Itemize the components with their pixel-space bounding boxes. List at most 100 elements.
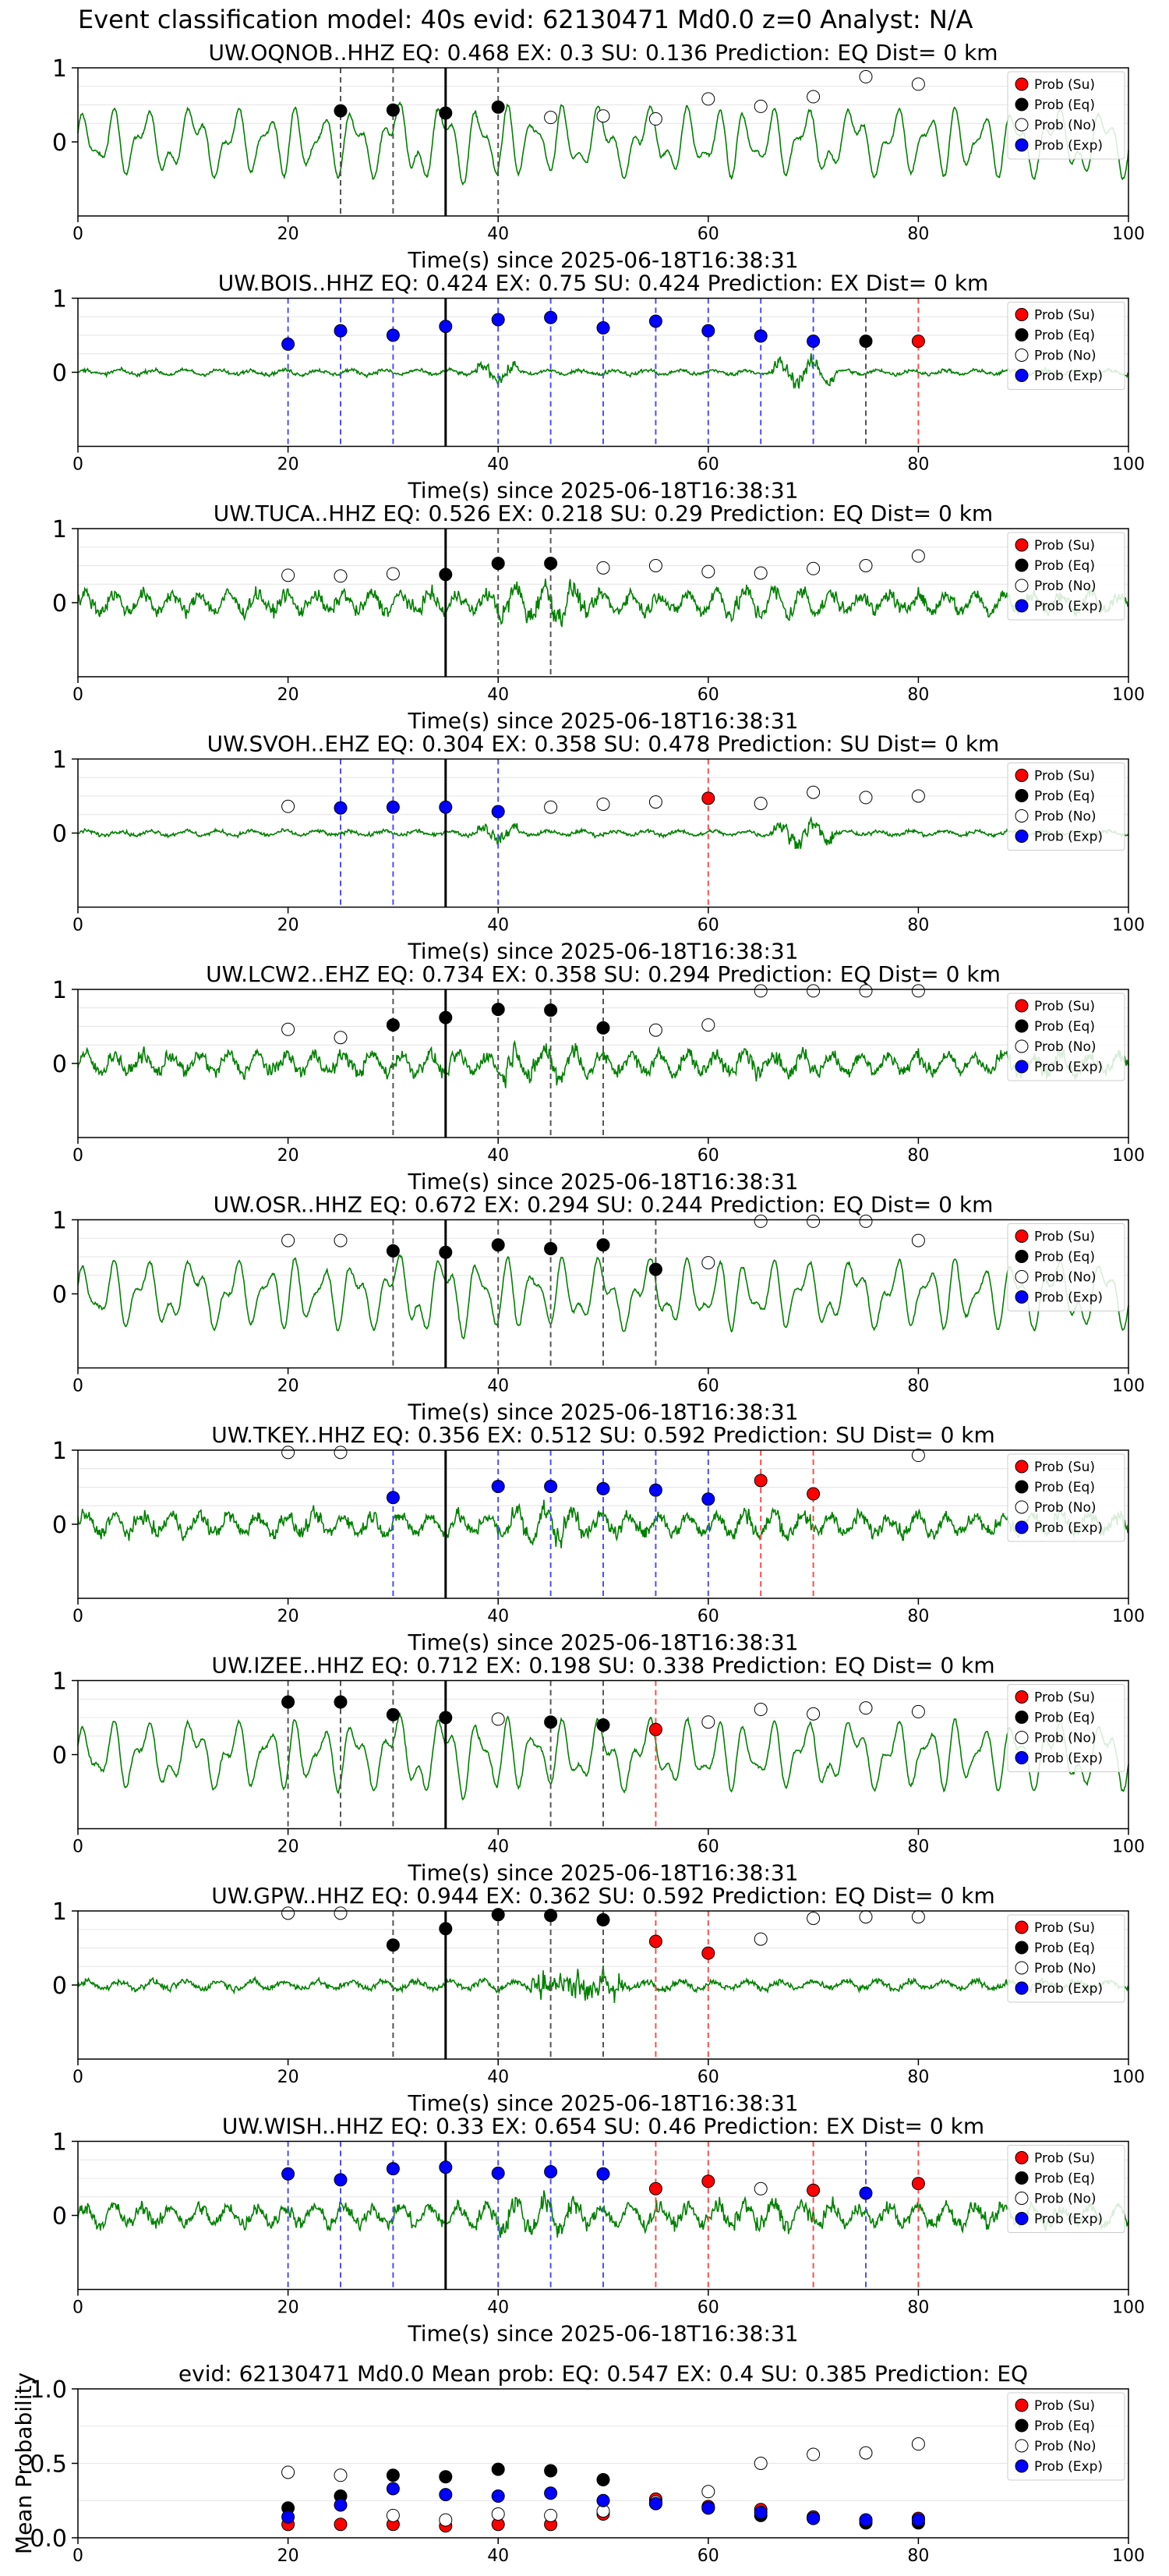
panel-7-point-9: [807, 1487, 821, 1501]
panel-3-point-0: [281, 568, 295, 582]
panel-7-title: UW.TKEY..HHZ EQ: 0.356 EX: 0.512 SU: 0.5…: [211, 1422, 995, 1448]
panel-10-xtick-label-3: 60: [698, 2298, 719, 2318]
panel-11-point-eq-5: [544, 2464, 558, 2478]
panel-1-xtick-label-4: 80: [907, 225, 929, 244]
panel-3-point-10: [807, 561, 821, 575]
panel-6-title: UW.OSR..HHZ EQ: 0.672 EX: 0.294 SU: 0.24…: [214, 1192, 994, 1218]
panel-11-xtick-label-5: 100: [1112, 2546, 1145, 2566]
panel-3-point-8: [701, 564, 715, 579]
panel-9-xtick-label-1: 20: [277, 2068, 299, 2087]
panel-2-point-1: [334, 324, 348, 338]
panel-1-xtick-label-5: 100: [1112, 225, 1145, 244]
panel-5-xtick-label-0: 0: [72, 1146, 83, 1166]
panel-2-point-0: [281, 337, 295, 351]
panel-1-title: UW.OQNOB..HHZ EQ: 0.468 EX: 0.3 SU: 0.13…: [208, 40, 998, 65]
panel-6-point-12: [911, 1233, 925, 1247]
panel-4-ytick-label-1: 0: [52, 821, 67, 848]
panel-10-legend-label-eq: Prob (Eq): [1034, 2171, 1095, 2187]
panel-9-xtick-label-2: 40: [487, 2068, 509, 2087]
panel-1-point-6: [648, 112, 662, 126]
panel-9-point-3: [439, 1922, 453, 1936]
panel-7: UW.TKEY..HHZ EQ: 0.356 EX: 0.512 SU: 0.5…: [52, 1422, 1145, 1655]
panel-4-point-2: [386, 800, 400, 814]
panel-8-xlabel: Time(s) since 2025-06-18T16:38:31: [407, 1860, 798, 1886]
panel-1-point-10: [859, 69, 873, 83]
panel-2-ytick-label-0: 1: [52, 286, 67, 313]
panel-7-waveform: [77, 1499, 1129, 1548]
panel-3-xtick-label-5: 100: [1112, 685, 1145, 705]
panel-6-legend-label-exp: Prob (Exp): [1034, 1290, 1103, 1306]
panel-9-waveform: [77, 1965, 1129, 2003]
panel-11-legend-marker-eq: [1015, 2419, 1029, 2433]
panel-8-point-9: [754, 1703, 768, 1717]
panel-8-legend-marker-eq: [1015, 1711, 1029, 1724]
panel-8-legend-frame: [1007, 1684, 1125, 1772]
panel-2-point-4: [491, 313, 505, 327]
panel-6-point-6: [596, 1238, 610, 1252]
panel-6-ytick-label-1: 0: [52, 1282, 67, 1309]
panel-10-xtick-label-4: 80: [907, 2298, 929, 2318]
panel-5-xtick-label-1: 20: [277, 1146, 299, 1166]
panel-11-point-exp-0: [281, 2510, 295, 2524]
panel-6-xlabel: Time(s) since 2025-06-18T16:38:31: [407, 1399, 798, 1425]
panel-4-legend-marker-su: [1015, 769, 1029, 782]
panel-4-legend-marker-exp: [1015, 830, 1029, 843]
panel-6-legend-frame: [1007, 1223, 1125, 1311]
panel-7-point-10: [911, 1449, 925, 1463]
panel-7-legend-label-no: Prob (No): [1034, 1500, 1097, 1516]
panel-7-ytick-label-0: 1: [52, 1438, 67, 1465]
panel-11: evid: 62130471 Md0.0 Mean prob: EQ: 0.54…: [11, 2361, 1145, 2566]
panel-6: UW.OSR..HHZ EQ: 0.672 EX: 0.294 SU: 0.24…: [52, 1192, 1145, 1425]
panel-1-point-7: [701, 92, 715, 106]
panel-6-point-8: [701, 1256, 715, 1270]
panel-8-point-12: [911, 1704, 925, 1718]
panel-9-legend-marker-exp: [1015, 1981, 1029, 1995]
panel-2: UW.BOIS..HHZ EQ: 0.424 EX: 0.75 SU: 0.42…: [52, 271, 1145, 504]
panel-9-point-5: [544, 1909, 558, 1923]
panel-8-point-3: [439, 1711, 453, 1725]
panel-11-point-exp-5: [544, 2486, 558, 2500]
panel-8-point-2: [386, 1707, 400, 1721]
panel-1-legend-label-no: Prob (No): [1034, 118, 1097, 133]
panel-6-xtick-label-1: 20: [277, 1377, 299, 1396]
panel-7-legend-label-exp: Prob (Exp): [1034, 1520, 1103, 1536]
panel-4-waveform: [77, 816, 1129, 849]
panel-4-point-4: [491, 805, 505, 819]
panel-11-ytick-label-2: 1.0: [30, 2376, 67, 2404]
panel-7-legend-label-eq: Prob (Eq): [1034, 1480, 1095, 1495]
panel-1-frame: [77, 67, 1129, 217]
panel-1-xtick-label-0: 0: [72, 225, 83, 244]
panel-8-point-7: [648, 1722, 662, 1736]
panel-5-legend-marker-su: [1015, 999, 1029, 1013]
panel-3-xtick-label-0: 0: [72, 685, 83, 705]
panel-11-point-no-8: [701, 2485, 715, 2499]
panel-2-point-8: [701, 324, 715, 338]
panel-1-ytick-label-1: 0: [52, 129, 67, 157]
panel-9-point-11: [859, 1910, 873, 1924]
panel-4-xlabel: Time(s) since 2025-06-18T16:38:31: [407, 939, 798, 964]
panel-4-xtick-label-5: 100: [1112, 916, 1145, 936]
panel-6-point-3: [439, 1245, 453, 1259]
panel-5-waveform: [77, 1039, 1129, 1088]
panel-4-xtick-label-0: 0: [72, 916, 83, 936]
panel-1-point-5: [596, 109, 610, 123]
panel-6-xtick-label-2: 40: [487, 1377, 509, 1396]
panel-3-point-6: [596, 561, 610, 575]
panel-7-xtick-label-3: 60: [698, 1607, 719, 1626]
panel-1: UW.OQNOB..HHZ EQ: 0.468 EX: 0.3 SU: 0.13…: [52, 40, 1145, 273]
panel-2-legend-frame: [1007, 302, 1125, 390]
panel-6-legend-label-no: Prob (No): [1034, 1270, 1097, 1286]
panel-4-point-1: [334, 801, 348, 815]
panel-6-point-9: [754, 1214, 768, 1228]
panel-4-point-3: [439, 800, 453, 814]
panel-5-point-1: [334, 1031, 348, 1045]
panel-11-point-exp-1: [334, 2498, 348, 2512]
panel-3-legend-label-exp: Prob (Exp): [1034, 599, 1103, 614]
panel-5-ytick-label-0: 1: [52, 977, 67, 1004]
panel-3-xtick-label-1: 20: [277, 685, 299, 705]
panel-1-point-0: [334, 104, 348, 118]
panel-4-point-11: [859, 791, 873, 805]
panel-2-xtick-label-4: 80: [907, 455, 929, 475]
panel-2-legend-label-su: Prob (Su): [1034, 308, 1095, 324]
